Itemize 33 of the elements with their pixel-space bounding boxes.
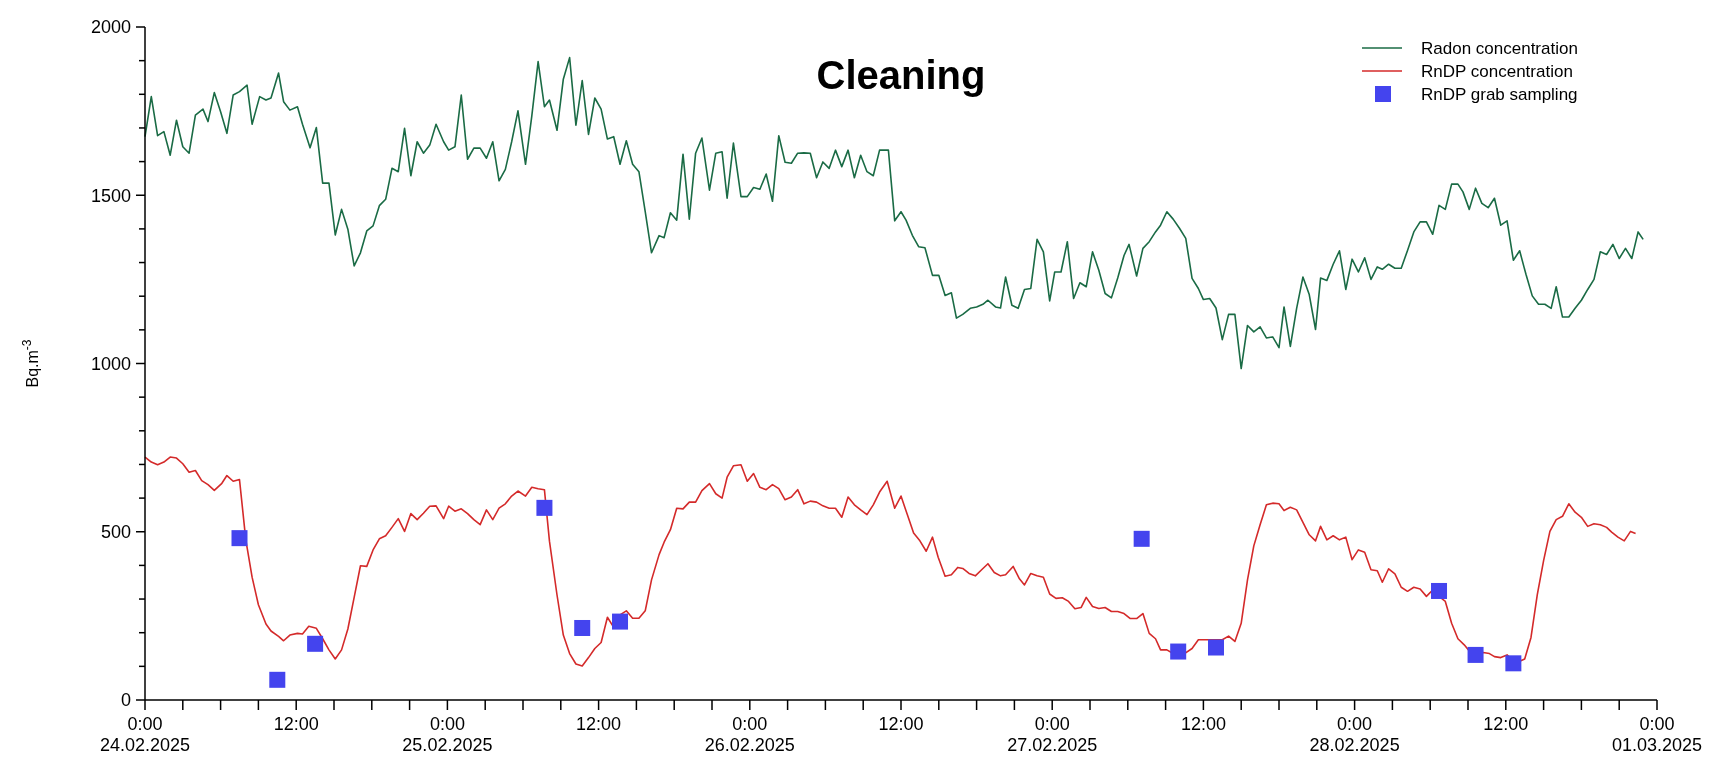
y-tick-label: 1000 (90, 353, 131, 374)
y-tick-label: 2000 (90, 17, 131, 38)
x-tick-label: 0:00 25.02.2025 (402, 714, 493, 755)
legend-label: RnDP concentration (1421, 61, 1573, 81)
x-tick-label: 12:00 (878, 714, 924, 734)
point (231, 530, 248, 547)
point (307, 635, 324, 652)
x-tick-label: 12:00 (576, 714, 622, 734)
point (574, 619, 591, 636)
x-tick-label: 12:00 (273, 714, 319, 734)
x-tick-label: 0:00 28.02.2025 (1309, 714, 1400, 755)
y-tick-label: 1500 (90, 185, 131, 206)
point (1170, 643, 1187, 660)
point (1505, 655, 1522, 672)
point (612, 613, 629, 630)
point (1133, 530, 1150, 547)
legend-label: RnDP grab sampling (1421, 84, 1578, 104)
legend-label: Radon concentration (1421, 38, 1578, 58)
x-tick-label: 0:00 01.03.2025 (1611, 714, 1703, 755)
point (1431, 582, 1448, 599)
x-tick-label: 0:00 26.02.2025 (704, 714, 795, 755)
x-tick-label: 12:00 (1180, 714, 1226, 734)
y-tick-label: 500 (100, 522, 131, 543)
x-tick-label: 0:00 24.02.2025 (99, 714, 191, 755)
line-series (144, 56, 1644, 370)
point (536, 499, 553, 516)
x-tick-label: 0:00 27.02.2025 (1007, 714, 1098, 755)
point (1208, 639, 1224, 656)
x-tick-label: 12:00 (1483, 714, 1529, 734)
y-tick-label: 0 (120, 690, 131, 711)
point (1467, 646, 1484, 663)
text: Cleaning (816, 53, 986, 97)
point (269, 671, 286, 688)
